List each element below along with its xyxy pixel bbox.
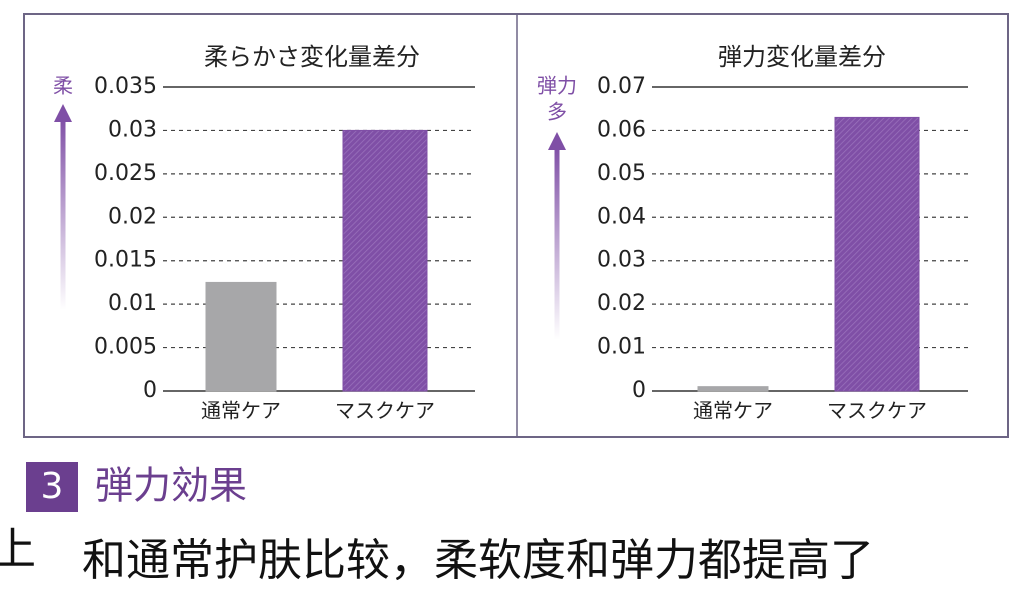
y-axis-label: 柔	[53, 74, 73, 98]
axis-arrow-head	[54, 104, 72, 122]
y-tick-label: 0.035	[94, 74, 157, 99]
y-tick-label: 0	[143, 378, 157, 403]
bar	[834, 116, 920, 392]
y-axis-label: 弾力	[537, 74, 577, 98]
bar	[697, 386, 769, 392]
bar	[342, 129, 428, 392]
y-tick-label: 0.03	[108, 117, 157, 142]
y-tick-label: 0.02	[108, 204, 157, 229]
x-tick-label: 通常ケア	[693, 399, 773, 423]
axis-arrow-head	[548, 132, 566, 150]
axis-arrow-shaft	[554, 146, 560, 340]
axis-arrow-shaft	[60, 118, 66, 310]
y-tick-label: 0.03	[597, 248, 646, 273]
body-text: 和通常护肤比较，柔软度和弹力都提高了	[82, 535, 874, 586]
y-tick-label: 0.05	[597, 161, 646, 186]
chart-frame	[23, 13, 1009, 438]
y-tick-label: 0.01	[597, 335, 646, 360]
section-heading: 弾力効果	[95, 464, 247, 508]
y-tick-label: 0.01	[108, 291, 157, 316]
y-tick-label: 0.015	[94, 248, 157, 273]
y-tick-label: 0.02	[597, 291, 646, 316]
y-tick-label: 0	[632, 378, 646, 403]
x-tick-label: マスクケア	[335, 399, 435, 423]
chart-title: 柔らかさ変化量差分	[204, 43, 420, 71]
body-fragment: 上	[0, 524, 36, 575]
bar	[205, 281, 277, 392]
y-tick-label: 0.07	[597, 74, 646, 99]
y-tick-label: 0.005	[94, 335, 157, 360]
y-tick-label: 0.04	[597, 204, 646, 229]
y-axis-label: 多	[547, 100, 567, 124]
x-tick-label: マスクケア	[827, 399, 927, 423]
section-number: 3	[41, 466, 64, 507]
y-tick-label: 0.06	[597, 117, 646, 142]
section-badge	[26, 462, 78, 512]
y-tick-label: 0.025	[94, 161, 157, 186]
x-tick-label: 通常ケア	[201, 399, 281, 423]
chart-title: 弾力変化量差分	[718, 43, 886, 71]
